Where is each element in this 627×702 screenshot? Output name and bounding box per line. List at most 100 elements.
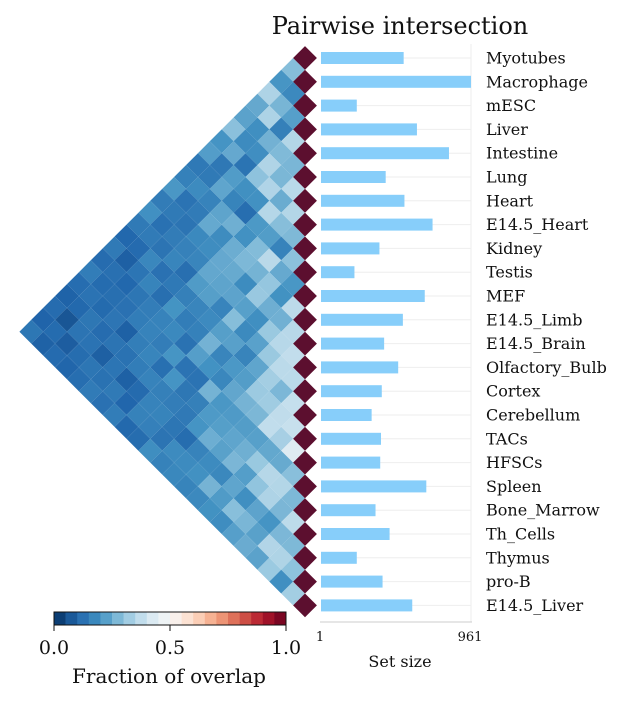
set-size-bar — [321, 528, 390, 540]
heatmap-cell — [78, 284, 103, 308]
heatmap-cell — [186, 319, 210, 344]
heatmap-cell — [138, 391, 163, 415]
heatmap-cell — [233, 391, 258, 415]
heatmap-cell — [126, 284, 151, 308]
heatmap-cell — [281, 391, 305, 415]
heatmap-cell — [126, 260, 151, 285]
heatmap-cell — [174, 284, 198, 308]
set-size-bar — [321, 194, 405, 207]
heatmap-cell — [78, 260, 103, 285]
set-size-bar — [321, 242, 380, 255]
heatmap-cell — [43, 319, 67, 344]
heatmap-cell — [281, 296, 305, 320]
set-size-bar — [321, 99, 357, 112]
heatmap-cell — [174, 331, 198, 356]
heatmap-cell — [19, 319, 44, 344]
heatmap-cell — [138, 343, 163, 368]
heatmap-cell — [114, 319, 139, 344]
set-label: Cerebellum — [486, 406, 580, 425]
heatmap-cell — [102, 355, 127, 380]
colorbar-segment — [181, 612, 194, 625]
colorbar-tick-label: 0.0 — [39, 637, 69, 659]
colorbar-tick-label: 1.0 — [271, 637, 301, 659]
heatmap-cell — [102, 403, 127, 427]
heatmap-cell — [257, 557, 282, 582]
heatmap-cell — [67, 296, 91, 320]
heatmap-cell — [197, 403, 222, 427]
heatmap-cell — [197, 450, 222, 475]
colorbar-segment — [54, 612, 66, 625]
heatmap-cell — [67, 343, 91, 368]
heatmap-cell — [209, 415, 234, 439]
heatmap-cell — [257, 177, 282, 201]
heatmap-cell — [209, 296, 234, 320]
heatmap-cell — [67, 272, 91, 296]
heatmap-cell — [102, 307, 127, 332]
heatmap-cell — [186, 415, 210, 439]
heatmap-cell — [162, 200, 186, 225]
heatmap-cell — [102, 236, 127, 261]
colorbar-segment — [65, 612, 78, 625]
set-size-bar — [321, 599, 413, 612]
heatmap-cell — [138, 438, 163, 463]
set-labels: Myotubes Macrophage mESC Liver Intestine Lung… — [486, 49, 607, 615]
colorbar-segment — [204, 612, 217, 625]
diagonal-marker — [293, 426, 317, 451]
diagonal-marker — [293, 403, 317, 427]
diagonal-marker — [293, 450, 317, 475]
heatmap-cell — [245, 331, 270, 356]
heatmap-cell — [162, 415, 186, 439]
heatmap-cell — [43, 296, 67, 320]
heatmap-cell — [114, 391, 139, 415]
set-label: E14.5_Heart — [486, 215, 589, 234]
heatmap-cell — [138, 272, 163, 296]
heatmap-cell — [138, 296, 163, 320]
heatmap-cell — [257, 319, 282, 344]
set-size-min-label: 1 — [316, 630, 324, 645]
heatmap-cell — [138, 319, 163, 344]
heatmap-cell — [102, 331, 127, 356]
heatmap-cell — [197, 284, 222, 308]
set-size-bar — [321, 575, 383, 588]
heatmap-cell — [281, 438, 305, 463]
heatmap-cell — [150, 355, 175, 380]
heatmap-cell — [221, 141, 246, 166]
heatmap-cell — [55, 331, 79, 356]
heatmap-cell — [221, 450, 246, 475]
heatmap-cell — [281, 248, 305, 273]
heatmap-cell — [281, 319, 305, 344]
heatmap-cell — [257, 391, 282, 415]
heatmap-cell — [186, 200, 210, 225]
heatmap-cell — [55, 355, 79, 380]
heatmap-cell — [150, 331, 175, 356]
heatmap-cell — [257, 272, 282, 296]
heatmap-cell — [114, 296, 139, 320]
heatmap-cell — [245, 498, 270, 523]
set-size-bar — [321, 432, 381, 445]
heatmap-cell — [209, 462, 234, 487]
heatmap-cell — [281, 581, 305, 606]
heatmap-cell — [31, 331, 56, 356]
heatmap-cell — [281, 129, 305, 154]
heatmap-cell — [126, 355, 151, 380]
diagonal-marker — [293, 69, 317, 94]
heatmap-cell — [281, 272, 305, 296]
heatmap-cell — [281, 510, 305, 534]
heatmap-cell — [186, 462, 210, 487]
heatmap-cell — [269, 569, 294, 594]
heatmap-cell — [257, 81, 282, 106]
heatmap-cell — [162, 319, 186, 344]
heatmap-cell — [186, 272, 210, 296]
diagonal-marker — [293, 46, 317, 70]
heatmap-cell — [269, 331, 294, 356]
set-size-bar — [321, 504, 376, 517]
diagonal-marker — [293, 498, 317, 523]
heatmap-cell — [233, 415, 258, 439]
heatmap-cell — [174, 403, 198, 427]
colorbar-segment — [262, 612, 275, 625]
heatmap-cell — [150, 450, 175, 475]
heatmap-cell — [221, 403, 246, 427]
set-label: Spleen — [486, 477, 542, 496]
colorbar-segment — [135, 612, 148, 625]
heatmap-cell — [281, 486, 305, 511]
